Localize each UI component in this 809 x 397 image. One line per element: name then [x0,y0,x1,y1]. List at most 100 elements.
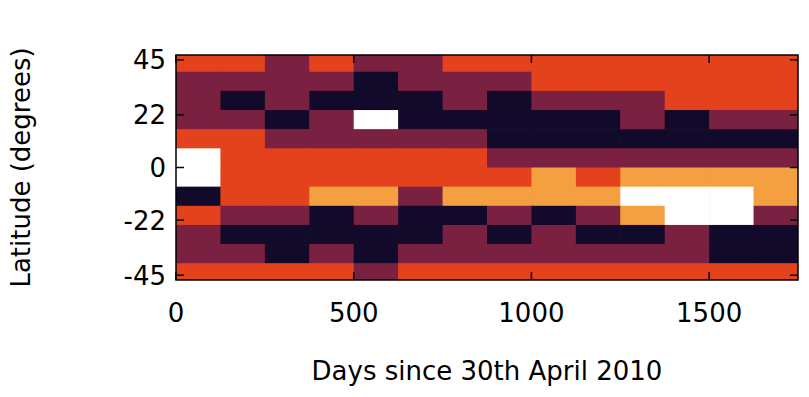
cell [176,225,221,245]
cell [309,168,354,188]
cell [487,225,532,245]
cell [176,148,221,168]
cell [354,110,399,130]
cell [709,244,754,264]
y-tick [176,114,184,116]
cell [220,225,265,245]
cell [220,72,265,92]
cell [576,244,621,264]
cell [576,55,621,72]
y-tick-label: 0 [149,153,166,183]
cell [265,225,310,245]
cell [487,55,532,72]
cell [754,91,798,111]
cell [443,206,488,226]
cell [265,168,310,188]
cell [620,72,665,92]
x-tick-label: 500 [329,298,379,328]
cell [443,244,488,264]
cell [176,91,221,111]
cell [576,129,621,149]
cell [220,55,265,72]
cell [531,187,576,207]
cell [620,206,665,226]
cell [531,129,576,149]
cell [620,91,665,111]
y-tick [790,167,798,169]
x-tick-label: 0 [168,298,185,328]
x-tick [353,55,355,63]
cell [220,148,265,168]
y-tick [176,59,184,61]
cell [754,110,798,130]
cells [176,55,798,280]
cell [220,187,265,207]
cell [531,110,576,130]
cell [443,110,488,130]
y-tick [790,59,798,61]
cell [265,206,310,226]
cell [265,244,310,264]
cell [754,55,798,72]
cell [754,72,798,92]
cell [443,168,488,188]
cell [487,244,532,264]
cell [176,55,221,72]
cell [754,148,798,168]
x-tick-label: 1000 [498,298,564,328]
cell [176,263,221,280]
cell [220,129,265,149]
cell [443,72,488,92]
cell [754,206,798,226]
cell [176,187,221,207]
cell [709,129,754,149]
cell [531,55,576,72]
x-tick [175,272,177,280]
cell [398,148,443,168]
cell [398,72,443,92]
cell [398,91,443,111]
cell [309,206,354,226]
cell [398,168,443,188]
cell [487,110,532,130]
cell [754,244,798,264]
cell [709,187,754,207]
cell [354,244,399,264]
cell [443,148,488,168]
y-tick-label: 45 [133,45,166,75]
cell [487,263,532,280]
cell [531,91,576,111]
cell [265,129,310,149]
cell [220,110,265,130]
cell [265,263,310,280]
cell [265,72,310,92]
cell [531,225,576,245]
y-tick [790,274,798,276]
cell [487,187,532,207]
y-tick [790,114,798,116]
y-axis-title: Latitude (degrees) [6,47,36,287]
frame [176,55,798,280]
cell [620,244,665,264]
plot-background [176,55,798,280]
cell [220,91,265,111]
cell [354,263,399,280]
x-tick [708,272,710,280]
cell [576,225,621,245]
cell [265,91,310,111]
cell [665,206,710,226]
cell [576,91,621,111]
cell [398,225,443,245]
cell [576,72,621,92]
cell [754,225,798,245]
cell [665,91,710,111]
cell [487,91,532,111]
cell [665,148,710,168]
cell [309,129,354,149]
y-tick-label: 22 [133,100,166,130]
cell [487,72,532,92]
cell [665,110,710,130]
cell [754,263,798,280]
cell [709,168,754,188]
cell [309,55,354,72]
